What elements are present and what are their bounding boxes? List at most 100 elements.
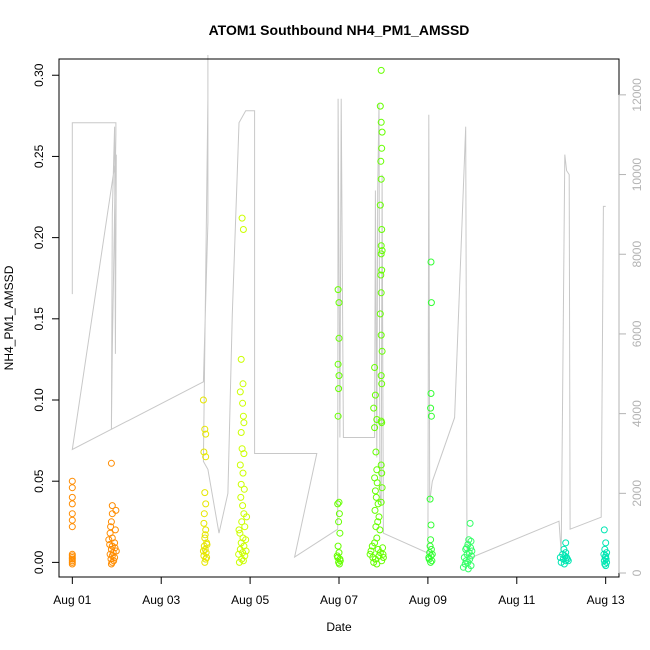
point xyxy=(465,536,473,544)
point xyxy=(427,390,435,397)
point xyxy=(428,550,436,558)
point xyxy=(68,560,76,568)
x-axis-label: Date xyxy=(326,620,352,634)
point xyxy=(335,334,343,342)
point xyxy=(376,310,384,318)
point xyxy=(241,523,249,531)
point xyxy=(201,531,209,539)
point xyxy=(68,510,76,518)
point xyxy=(459,563,467,571)
point xyxy=(372,493,380,501)
y2-tick-label: 0 xyxy=(630,569,644,576)
point xyxy=(427,258,435,266)
point xyxy=(238,518,246,526)
point xyxy=(201,545,209,553)
point xyxy=(237,480,245,488)
point xyxy=(335,385,343,393)
point xyxy=(426,495,434,503)
point xyxy=(203,541,211,548)
point xyxy=(235,526,243,534)
point xyxy=(112,547,120,555)
point xyxy=(111,544,119,552)
point xyxy=(379,544,387,552)
point xyxy=(200,519,208,527)
point xyxy=(378,247,386,255)
point xyxy=(239,557,247,565)
x-tick-label: Aug 05 xyxy=(231,593,269,607)
point xyxy=(243,513,251,521)
point xyxy=(375,513,383,521)
y2-tick-label: 6000 xyxy=(630,320,644,347)
point xyxy=(107,560,115,568)
point xyxy=(112,506,120,514)
point xyxy=(377,289,385,297)
point xyxy=(378,419,386,427)
point xyxy=(371,364,379,371)
y-tick-label: 0.05 xyxy=(32,469,46,493)
point xyxy=(238,214,246,222)
point xyxy=(377,66,385,74)
point xyxy=(68,516,76,524)
point xyxy=(335,372,343,380)
point xyxy=(202,526,210,534)
point xyxy=(368,542,376,550)
point xyxy=(371,487,379,495)
point xyxy=(378,347,386,355)
chart-title: ATOM1 Southbound NH4_PM1_AMSSD xyxy=(209,22,470,38)
point xyxy=(562,539,570,547)
point xyxy=(335,560,343,568)
x-tick-label: Aug 11 xyxy=(498,593,535,607)
point xyxy=(427,412,435,420)
point xyxy=(108,502,116,510)
point xyxy=(202,500,210,508)
point xyxy=(371,506,379,514)
point xyxy=(379,550,387,558)
point xyxy=(562,557,570,565)
point xyxy=(68,477,76,485)
point xyxy=(564,557,572,565)
point xyxy=(335,549,343,557)
point xyxy=(236,388,244,396)
point xyxy=(239,502,247,510)
point xyxy=(600,526,608,534)
series-4 xyxy=(366,66,387,568)
point xyxy=(237,355,245,363)
point xyxy=(105,536,113,544)
point xyxy=(602,555,610,563)
point xyxy=(377,461,385,469)
point xyxy=(377,118,385,126)
point xyxy=(467,544,475,552)
point xyxy=(427,536,435,544)
point xyxy=(379,554,387,561)
y-axis: 0.00 0.05 0.10 0.15 0.20 0.25 0.30 xyxy=(32,63,60,574)
point xyxy=(464,565,472,573)
point xyxy=(106,541,114,548)
point xyxy=(202,453,210,461)
point xyxy=(335,498,343,506)
point xyxy=(236,529,244,537)
point xyxy=(376,526,384,534)
point xyxy=(334,500,342,508)
point xyxy=(203,554,211,561)
point xyxy=(107,518,115,526)
point xyxy=(377,331,385,339)
x-tick-label: Aug 03 xyxy=(142,593,180,607)
point xyxy=(427,299,435,307)
point xyxy=(335,299,343,307)
point xyxy=(334,360,342,368)
point xyxy=(426,542,434,550)
point xyxy=(201,425,209,433)
point xyxy=(240,450,248,458)
point xyxy=(68,500,76,508)
point xyxy=(377,498,385,506)
point xyxy=(202,430,210,438)
point xyxy=(107,523,115,531)
point xyxy=(235,558,243,566)
point xyxy=(68,523,76,531)
data-points xyxy=(68,66,611,573)
y-tick-label: 0.15 xyxy=(32,307,46,331)
point xyxy=(602,539,610,547)
series-5 xyxy=(425,258,436,566)
point xyxy=(378,484,386,492)
